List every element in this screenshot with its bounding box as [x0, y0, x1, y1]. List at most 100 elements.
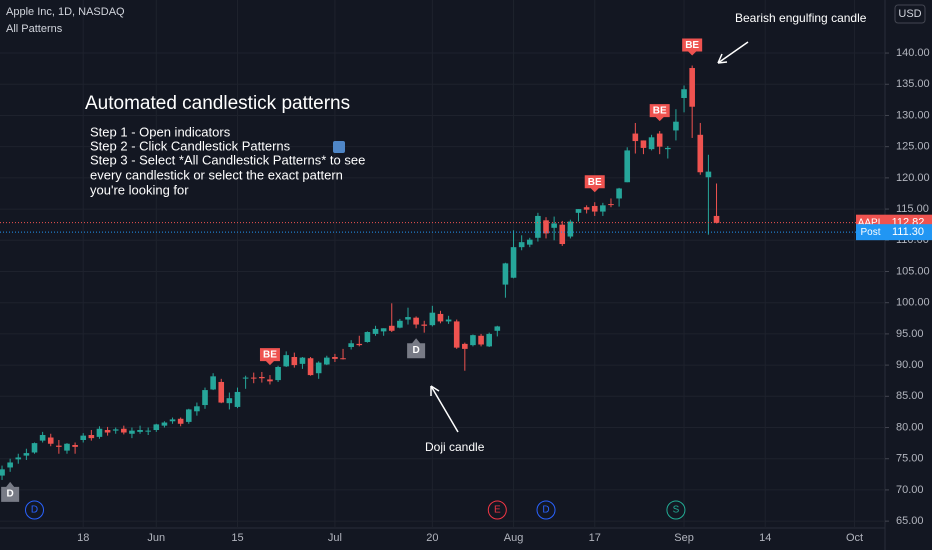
y-tick-label: 130.00 [896, 109, 930, 121]
pattern-marker [649, 104, 670, 122]
candle-body [218, 381, 225, 403]
arrow-head [430, 385, 440, 396]
candle-body [486, 333, 492, 347]
pattern-label: D [7, 488, 14, 499]
candle-body [364, 332, 371, 343]
candle-body [681, 89, 687, 98]
candle-body [315, 362, 322, 374]
candle-body [307, 358, 314, 376]
pattern-label: BE [263, 350, 277, 361]
candle-body [713, 215, 720, 223]
candle-body [526, 239, 533, 245]
candle-body [462, 343, 468, 349]
candle-body [583, 207, 590, 210]
candle-body [64, 443, 70, 451]
candle-body [226, 398, 233, 404]
x-tick-label: 15 [231, 532, 243, 544]
candle-body [104, 430, 111, 433]
y-tick-label: 85.00 [896, 390, 924, 402]
candle-body [177, 418, 184, 424]
candle-body [0, 469, 5, 476]
event-label: D [31, 505, 38, 516]
candle-body [259, 376, 265, 379]
candle-body [23, 453, 30, 456]
y-tick-label: 105.00 [896, 265, 930, 277]
y-tick-label: 115.00 [896, 203, 929, 215]
candle-body [47, 437, 54, 444]
event-marker [25, 500, 45, 520]
candle-body [656, 133, 663, 147]
candle-body [648, 137, 655, 150]
pattern-marker [407, 338, 426, 359]
candle-body [234, 391, 241, 407]
candle-body [112, 429, 119, 431]
price-tag-value: 111.30 [892, 226, 924, 238]
pattern-marker [682, 38, 703, 56]
candle-body [591, 205, 598, 212]
candle-body [39, 435, 46, 441]
candle-body [502, 263, 509, 285]
candle-body [7, 462, 13, 468]
candle-body [640, 140, 647, 148]
candle-body [153, 424, 160, 431]
candle-body [291, 356, 298, 366]
candle-body [299, 357, 306, 364]
candle-body [510, 247, 517, 278]
candle-body [600, 205, 606, 212]
candle-body [161, 422, 168, 426]
symbol: Apple Inc, 1D, NASDAQ [6, 6, 125, 18]
candle-body [31, 443, 38, 453]
currency-button[interactable] [894, 4, 926, 24]
candle-body [129, 430, 135, 434]
candle-body [697, 134, 704, 173]
candle-body [429, 312, 436, 326]
pattern-label: BE [685, 40, 699, 51]
candle-body [665, 147, 671, 150]
y-tick-label: 80.00 [896, 421, 924, 433]
y-tick-label: 120.00 [896, 172, 930, 184]
currency[interactable]: USD [898, 8, 921, 20]
candle-body [543, 220, 549, 234]
candle-body [332, 356, 338, 359]
text-box-line: Step 1 - Open indicators [90, 124, 231, 139]
pattern-marker [259, 348, 280, 366]
candle-body [242, 377, 249, 379]
event-marker [487, 500, 507, 520]
candle-body [673, 121, 679, 131]
x-tick-label: 17 [589, 532, 601, 544]
y-tick-label: 125.00 [896, 141, 930, 153]
candle-body [437, 313, 444, 322]
candle-body [470, 335, 476, 346]
y-tick-label: 65.00 [896, 515, 924, 527]
pattern-label: D [412, 345, 419, 356]
indicator[interactable]: All Patterns [6, 23, 63, 35]
candle-body [478, 335, 484, 345]
event-label: D [542, 505, 549, 516]
x-tick-label: Jun [147, 532, 165, 544]
pattern-label: BE [653, 106, 667, 117]
annotation: Doji candle [425, 440, 485, 454]
candle-body [275, 366, 281, 381]
new-icon [333, 141, 345, 153]
candle-body [80, 435, 87, 440]
candle-body [405, 317, 411, 320]
pattern-marker [1, 481, 20, 502]
x-tick-label: 18 [77, 532, 89, 544]
candle-body [453, 321, 460, 348]
candle-body [518, 242, 525, 248]
x-tick-label: Jul [328, 532, 342, 544]
y-tick-label: 75.00 [896, 453, 924, 465]
event-label: E [494, 505, 501, 516]
grid [0, 0, 885, 528]
candle-body [348, 343, 354, 348]
candle-body [96, 428, 103, 437]
candle-body [575, 209, 582, 213]
x-tick-label: Sep [674, 532, 694, 544]
candle-body [340, 358, 346, 360]
arrow [717, 41, 749, 64]
text-box-line: every candlestick or select the exact pa… [90, 167, 343, 182]
text-box-title: Automated candlestick patterns [85, 93, 350, 114]
candle-body [121, 428, 127, 433]
